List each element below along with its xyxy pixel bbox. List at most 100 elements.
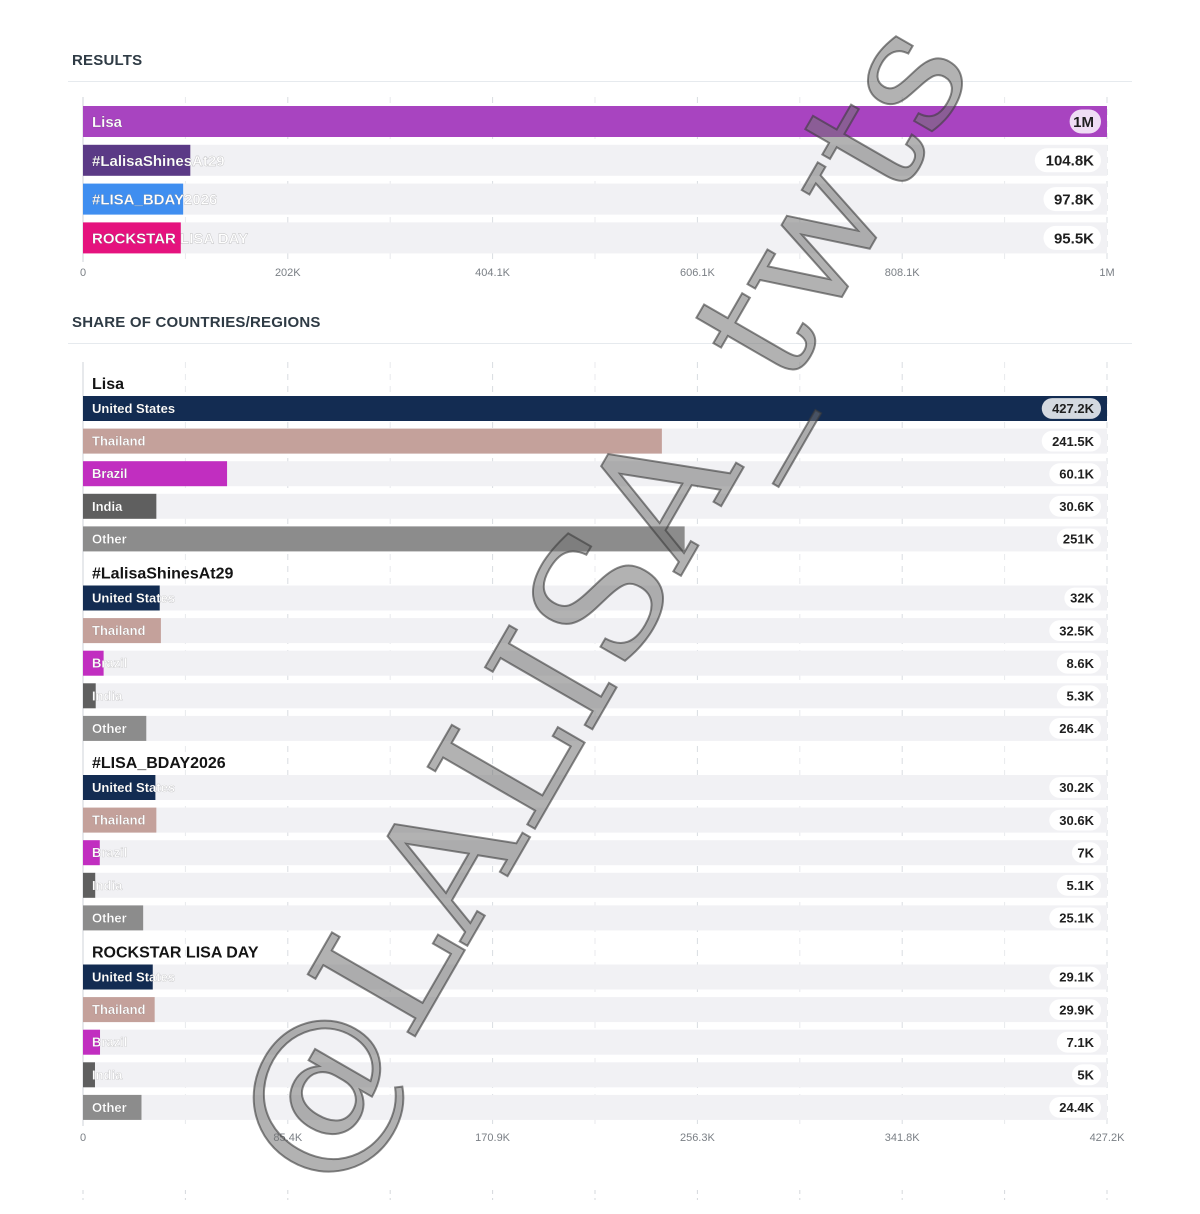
share-value-label-pill bbox=[1049, 907, 1101, 929]
share-value-label-pill bbox=[1056, 874, 1101, 896]
share-bar-thailand bbox=[83, 807, 157, 833]
share-bar-brazil bbox=[83, 461, 228, 487]
next-chart-grid-hint bbox=[82, 1190, 1108, 1200]
share-value-label-pill bbox=[1049, 463, 1101, 485]
share-value-label: 24.4K bbox=[1059, 1100, 1094, 1115]
share-bar-india bbox=[83, 872, 96, 898]
share-category-label: United States bbox=[92, 591, 175, 606]
share-bar-track bbox=[83, 997, 1107, 1023]
share-group-title: ROCKSTAR LISA DAY bbox=[92, 945, 259, 962]
share-bar-track bbox=[83, 585, 1107, 611]
share-value-label: 29.1K bbox=[1059, 970, 1094, 985]
share-category-label: Other bbox=[92, 910, 127, 925]
results-tick-label: 808.1K bbox=[885, 267, 921, 279]
share-bar-united-states bbox=[83, 964, 153, 990]
share-value-label: 60.1K bbox=[1059, 466, 1094, 481]
share-value-label-pill bbox=[1049, 620, 1101, 641]
results-bar-track bbox=[83, 144, 1107, 176]
share-category-label: India bbox=[92, 499, 123, 514]
results-bar-lisa-bday2026 bbox=[83, 183, 184, 215]
share-value-label: 30.6K bbox=[1059, 813, 1094, 828]
results-chart: 0 202K 404.1K 606.1K 808.1K 1M Lisa 1M #LalisaSh… bbox=[80, 97, 1115, 279]
share-category-label: India bbox=[92, 1067, 123, 1082]
share-value-label-pill bbox=[1056, 652, 1101, 674]
share-category-label: Brazil bbox=[92, 466, 127, 481]
share-value-label-pill bbox=[1071, 842, 1101, 864]
share-category-label: India bbox=[92, 688, 123, 703]
share-category-label: Thailand bbox=[92, 434, 146, 449]
share-bar-track bbox=[83, 650, 1107, 676]
share-bar-india bbox=[83, 683, 96, 709]
share-bar-united-states bbox=[83, 585, 160, 611]
share-tick-label: 256.3K bbox=[680, 1132, 716, 1144]
share-category-label: India bbox=[92, 878, 123, 893]
results-value-label-pill bbox=[1043, 187, 1101, 212]
share-category-label: United States bbox=[92, 780, 175, 795]
share-group-title: Lisa bbox=[92, 376, 124, 393]
share-bar-other bbox=[83, 715, 147, 741]
share-value-label: 7K bbox=[1077, 845, 1094, 860]
share-bar-united-states bbox=[83, 775, 156, 800]
share-bar-brazil bbox=[83, 650, 104, 676]
share-value-label-pill bbox=[1049, 777, 1101, 798]
share-bar-thailand bbox=[83, 428, 662, 454]
share-bar-track bbox=[83, 872, 1107, 898]
share-value-label: 5K bbox=[1077, 1067, 1094, 1082]
results-bar-rockstar-lisa-day bbox=[83, 222, 181, 254]
results-value-label: 1M bbox=[1073, 114, 1094, 131]
share-value-label-pill bbox=[1041, 430, 1101, 452]
results-bar-track bbox=[83, 183, 1107, 215]
share-value-label: 251K bbox=[1063, 532, 1095, 547]
share-bar-track bbox=[83, 683, 1107, 709]
share-category-label: Brazil bbox=[92, 845, 127, 860]
results-category-label: Lisa bbox=[92, 114, 123, 131]
share-value-label: 30.2K bbox=[1059, 780, 1094, 795]
share-bar-other bbox=[83, 526, 685, 552]
share-divider bbox=[68, 343, 1132, 344]
share-value-label-pill bbox=[1071, 1064, 1101, 1086]
share-bar-track bbox=[83, 1094, 1107, 1120]
share-value-label: 32K bbox=[1070, 591, 1094, 606]
share-category-label: Brazil bbox=[92, 1035, 127, 1050]
share-value-label: 5.3K bbox=[1067, 688, 1095, 703]
share-bar-brazil bbox=[83, 840, 100, 866]
share-category-label: United States bbox=[92, 401, 175, 416]
results-bar-track bbox=[83, 222, 1107, 254]
results-value-label: 97.8K bbox=[1054, 192, 1094, 209]
share-value-label-pill bbox=[1056, 1031, 1101, 1053]
results-category-label: ROCKSTAR LISA DAY bbox=[92, 230, 248, 247]
share-bar-thailand bbox=[83, 618, 161, 644]
results-value-label: 95.5K bbox=[1054, 230, 1094, 247]
results-tick-label: 0 bbox=[80, 267, 86, 279]
share-value-label: 5.1K bbox=[1067, 878, 1095, 893]
results-title: RESULTS bbox=[72, 52, 143, 69]
share-value-label-pill bbox=[1064, 587, 1101, 609]
share-value-label: 8.6K bbox=[1067, 656, 1095, 671]
share-tick-label: 170.9K bbox=[475, 1132, 511, 1144]
share-bar-track bbox=[83, 775, 1107, 800]
share-value-label-pill bbox=[1041, 398, 1101, 419]
share-tick-label: 0 bbox=[80, 1132, 86, 1144]
results-bar-lalisashinesat29 bbox=[83, 144, 191, 176]
share-category-label: United States bbox=[92, 970, 175, 985]
share-tick-label: 341.8K bbox=[885, 1132, 921, 1144]
share-category-label: Other bbox=[92, 721, 127, 736]
share-category-label: Thailand bbox=[92, 813, 146, 828]
share-value-label: 29.9K bbox=[1059, 1002, 1094, 1017]
results-category-label: #LISA_BDAY2026 bbox=[92, 192, 217, 209]
results-divider bbox=[68, 81, 1132, 82]
share-bar-united-states bbox=[83, 396, 1107, 421]
results-tick-label: 202K bbox=[275, 267, 301, 279]
share-tick-label: 85.4K bbox=[273, 1132, 302, 1144]
share-category-label: Thailand bbox=[92, 623, 146, 638]
share-bar-track bbox=[83, 1029, 1107, 1055]
share-value-label-pill bbox=[1056, 685, 1101, 707]
share-group-title: #LISA_BDAY2026 bbox=[92, 755, 226, 772]
share-value-label-pill bbox=[1056, 528, 1101, 550]
share-bar-india bbox=[83, 1062, 95, 1088]
share-value-label: 25.1K bbox=[1059, 911, 1094, 926]
share-value-label: 241.5K bbox=[1052, 434, 1095, 449]
share-bar-track bbox=[83, 715, 1107, 741]
share-bar-track bbox=[83, 461, 1107, 487]
share-category-label: Other bbox=[92, 531, 127, 546]
